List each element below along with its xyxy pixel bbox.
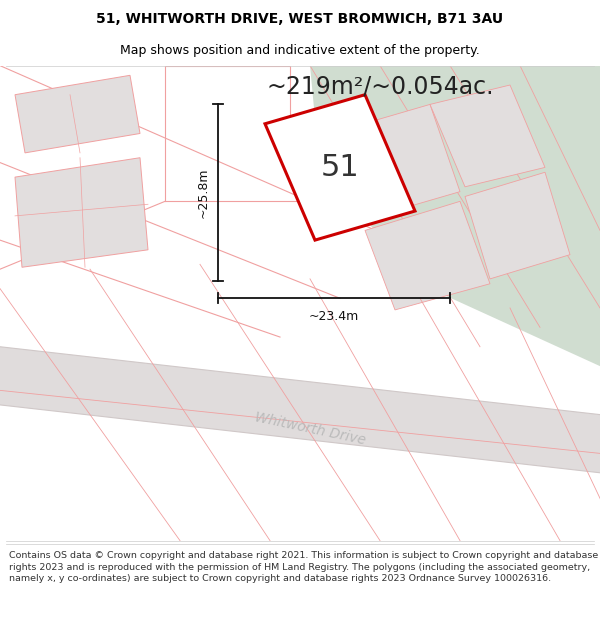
Text: 51, WHITWORTH DRIVE, WEST BROMWICH, B71 3AU: 51, WHITWORTH DRIVE, WEST BROMWICH, B71 … (97, 12, 503, 26)
Text: 51: 51 (320, 153, 359, 182)
Text: Contains OS data © Crown copyright and database right 2021. This information is : Contains OS data © Crown copyright and d… (9, 551, 598, 583)
Text: ~219m²/~0.054ac.: ~219m²/~0.054ac. (266, 75, 494, 99)
Polygon shape (465, 173, 570, 279)
Text: Map shows position and indicative extent of the property.: Map shows position and indicative extent… (120, 44, 480, 58)
Polygon shape (310, 66, 600, 366)
Polygon shape (330, 104, 460, 221)
Polygon shape (430, 85, 545, 187)
Polygon shape (0, 347, 600, 472)
Polygon shape (15, 158, 148, 268)
Text: ~25.8m: ~25.8m (197, 168, 210, 218)
Polygon shape (15, 76, 140, 153)
Text: ~23.4m: ~23.4m (309, 310, 359, 323)
Text: Whitworth Drive: Whitworth Drive (253, 411, 367, 447)
Polygon shape (365, 201, 490, 310)
Polygon shape (265, 95, 415, 240)
